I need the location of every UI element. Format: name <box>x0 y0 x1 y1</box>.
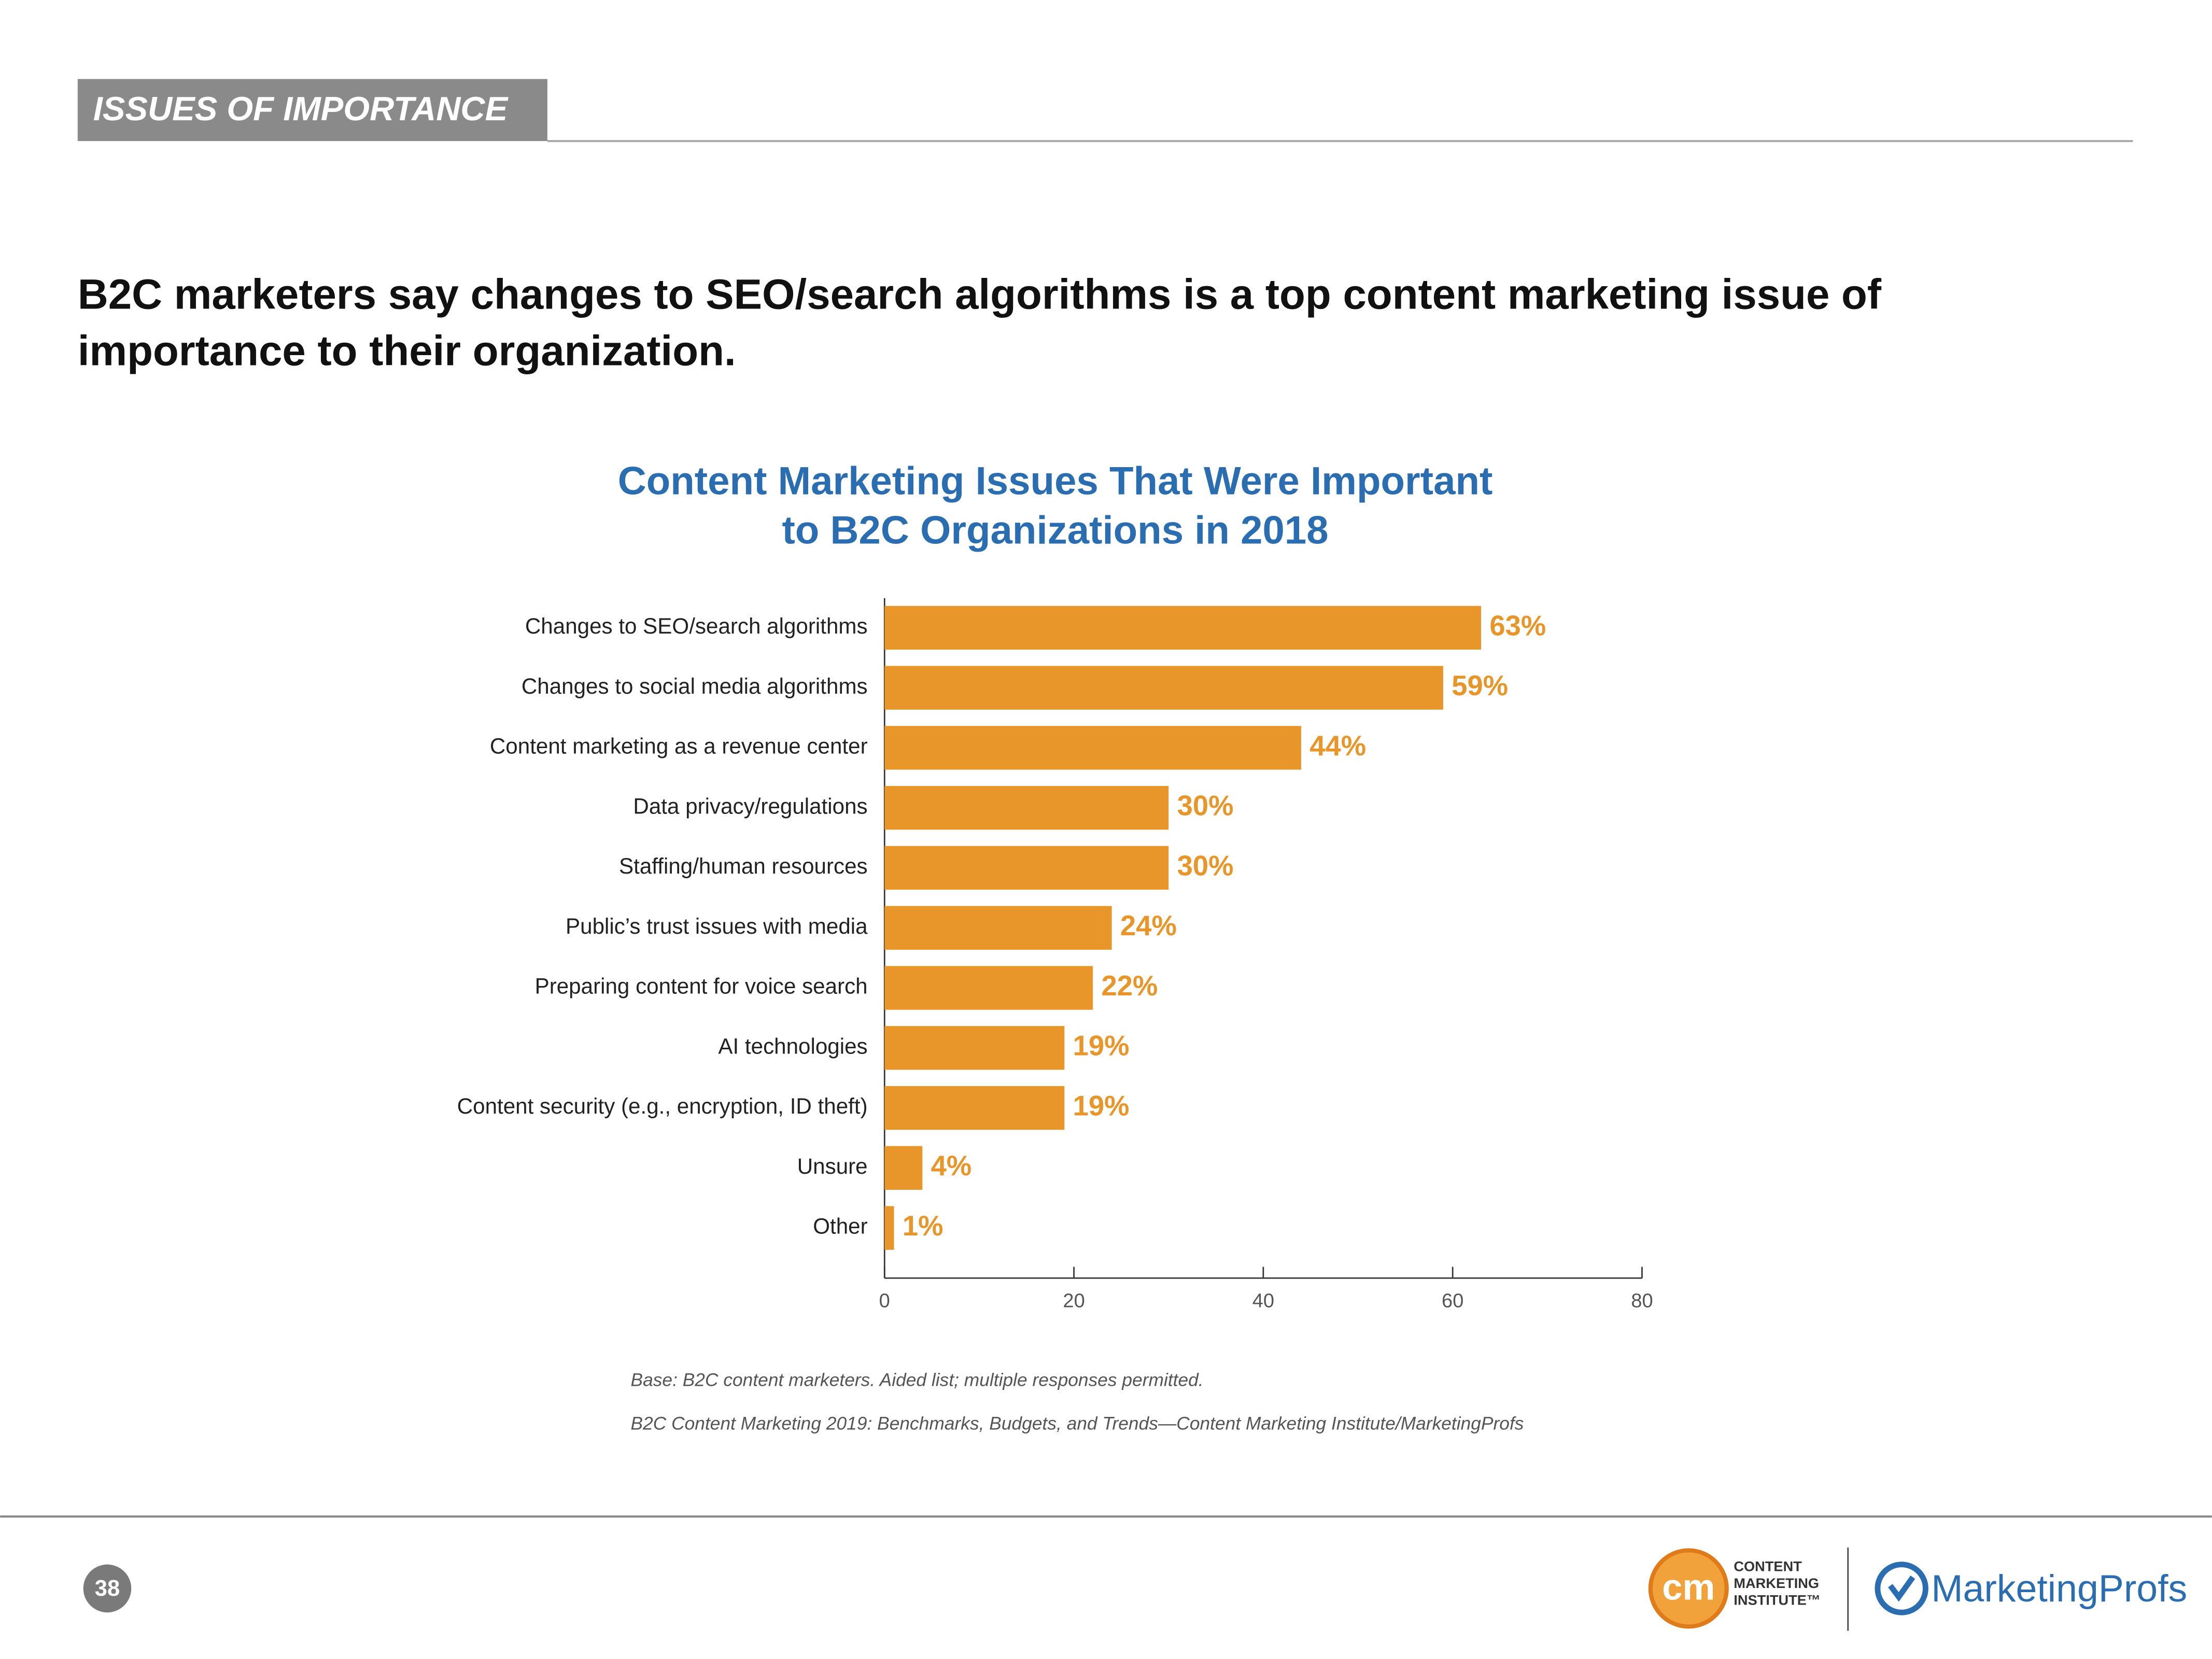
x-tick-label: 0 <box>879 1290 890 1312</box>
y-tick-label: Staffing/human resources <box>619 854 868 878</box>
y-tick-label: Content marketing as a revenue center <box>490 734 868 758</box>
headline: B2C marketers say changes to SEO/search … <box>78 271 1882 318</box>
header-tag: ISSUES OF IMPORTANCE <box>93 90 509 128</box>
value-label: 19% <box>1073 1030 1130 1062</box>
value-label: 30% <box>1177 850 1234 881</box>
y-tick-label: Data privacy/regulations <box>633 794 867 818</box>
y-tick-label: Content security (e.g., encryption, ID t… <box>457 1094 868 1118</box>
bar <box>884 666 1443 710</box>
cmi-logo-text: CONTENT <box>1734 1558 1802 1574</box>
mprofs-logo-check <box>1888 1576 1915 1602</box>
value-label: 19% <box>1073 1090 1130 1121</box>
bar <box>884 966 1093 1010</box>
y-tick-label: Public’s trust issues with media <box>566 914 868 938</box>
cmi-logo-text: INSTITUTE™ <box>1734 1592 1821 1608</box>
bar <box>884 726 1301 770</box>
page-number: 38 <box>95 1576 120 1601</box>
x-tick-label: 20 <box>1063 1290 1084 1312</box>
headline: importance to their organization. <box>78 328 736 375</box>
value-label: 22% <box>1101 970 1158 1002</box>
bar <box>884 1206 894 1250</box>
bar <box>884 1086 1065 1130</box>
cmi-logo-letters: cm <box>1662 1566 1715 1607</box>
page-badge <box>83 1564 132 1613</box>
value-label: 1% <box>903 1210 943 1242</box>
y-tick-label: AI technologies <box>718 1034 867 1058</box>
y-tick-label: Preparing content for voice search <box>535 974 868 999</box>
note: Base: B2C content marketers. Aided list;… <box>630 1370 1203 1390</box>
y-tick-label: Unsure <box>797 1154 868 1178</box>
chart-title: Content Marketing Issues That Were Impor… <box>618 459 1493 503</box>
y-tick-label: Changes to social media algorithms <box>522 674 868 698</box>
value-label: 24% <box>1120 910 1177 941</box>
cmi-logo-text: MARKETING <box>1734 1575 1819 1591</box>
value-label: 63% <box>1489 610 1546 641</box>
y-tick-label: Changes to SEO/search algorithms <box>525 614 868 638</box>
mprofs-logo-text: MarketingProfs <box>1931 1567 2187 1610</box>
value-label: 44% <box>1309 730 1366 762</box>
bar <box>884 906 1112 950</box>
value-label: 4% <box>931 1150 972 1182</box>
value-label: 59% <box>1452 670 1508 701</box>
x-tick-label: 60 <box>1442 1290 1463 1312</box>
value-label: 30% <box>1177 790 1234 822</box>
bar <box>884 786 1169 830</box>
bar <box>884 1026 1065 1070</box>
bar <box>884 1146 923 1190</box>
bar <box>884 606 1482 650</box>
x-tick-label: 80 <box>1631 1290 1653 1312</box>
x-tick-label: 40 <box>1252 1290 1274 1312</box>
note: B2C Content Marketing 2019: Benchmarks, … <box>630 1414 1524 1434</box>
chart-title: to B2C Organizations in 2018 <box>782 509 1328 553</box>
header-tag-box <box>77 79 547 142</box>
cmi-logo-mark <box>1648 1548 1729 1629</box>
bar <box>884 846 1169 890</box>
y-tick-label: Other <box>813 1214 867 1239</box>
